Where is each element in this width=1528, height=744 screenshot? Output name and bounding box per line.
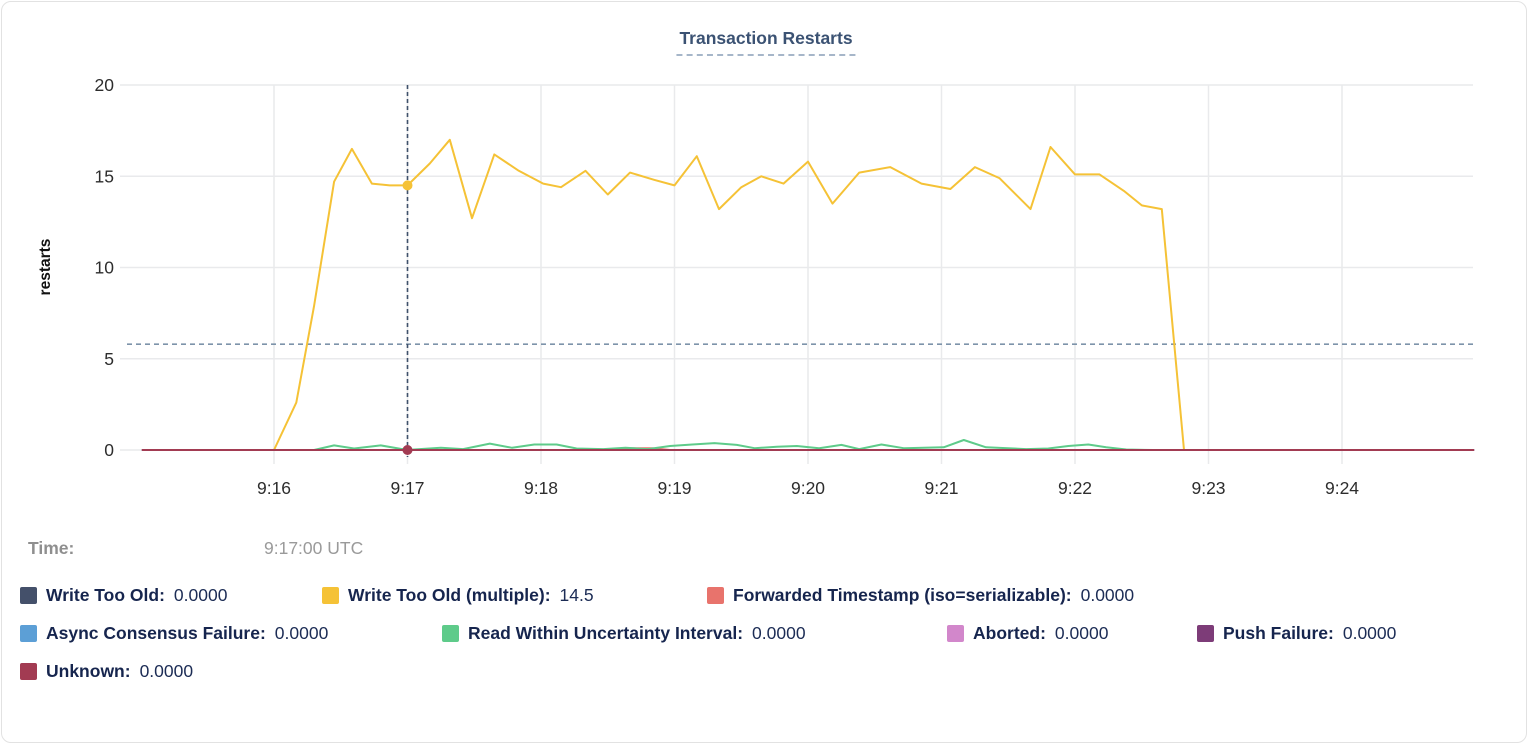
legend-item: Unknown: 0.0000 (20, 661, 193, 682)
legend-item: Push Failure: 0.0000 (1197, 623, 1396, 644)
legend-item: Read Within Uncertainty Interval: 0.0000 (442, 623, 947, 644)
legend-item: Async Consensus Failure: 0.0000 (20, 623, 442, 644)
legend-swatch (20, 587, 37, 604)
transaction-restarts-chart[interactable]: 0 5 10 15 20 9:16 9:17 9:18 9:19 9:20 9:21 9:22 9:23… (2, 2, 1527, 522)
crosshair-dot (402, 445, 413, 455)
x-tick-label: 9:21 (924, 478, 958, 498)
chart-canvas[interactable]: 0 5 10 15 20 9:16 9:17 9:18 9:19 9:20 9:21 9:22 9:23… (2, 2, 1527, 522)
x-tick-label: 9:17 (390, 478, 424, 498)
legend-item: Forwarded Timestamp (iso=serializable): 0… (707, 585, 1134, 606)
y-axis-label: restarts (37, 239, 54, 296)
legend-series-label: Write Too Old: (46, 585, 165, 605)
legend-row: Write Too Old: 0.0000 Write Too Old (multi… (20, 585, 1526, 606)
legend-series-label: Push Failure: (1223, 623, 1334, 643)
legend-series-label: Async Consensus Failure: (46, 623, 266, 643)
crosshair-dot (402, 180, 413, 191)
x-tick-label: 9:23 (1191, 478, 1225, 498)
legend-swatch (20, 663, 37, 680)
legend-swatch (442, 625, 459, 642)
legend-item: Aborted: 0.0000 (947, 623, 1197, 644)
legend-series-value: 0.0000 (1080, 585, 1135, 605)
series-line (273, 138, 1185, 451)
y-tick-label: 15 (95, 166, 114, 186)
legend-swatch (20, 625, 37, 642)
y-tick-label: 5 (104, 349, 114, 369)
legend-item: Write Too Old (multiple): 14.5 (322, 585, 707, 606)
legend-series-value: 14.5 (559, 585, 594, 605)
legend-series-label: Aborted: (973, 623, 1046, 643)
legend-series-value: 0.0000 (1054, 623, 1109, 643)
legend-swatch (322, 587, 339, 604)
legend-series-value: 0.0000 (274, 623, 329, 643)
x-tick-label: 9:20 (791, 478, 825, 498)
legend-series-label: Write Too Old (multiple): (348, 585, 551, 605)
y-tick-label: 0 (104, 440, 114, 460)
legend-series-value: 0.0000 (173, 585, 228, 605)
y-tick-label: 20 (95, 75, 115, 95)
x-tick-label: 9:24 (1325, 478, 1359, 498)
x-tick-label: 9:22 (1058, 478, 1092, 498)
legend-row: Unknown: 0.0000 (20, 661, 1526, 682)
chart-title: Transaction Restarts (676, 28, 856, 56)
legend-row: Async Consensus Failure: 0.0000 Read Withi… (20, 623, 1526, 644)
chart-legend: Write Too Old: 0.0000 Write Too Old (multi… (20, 585, 1526, 682)
legend-series-label: Unknown: (46, 661, 131, 681)
legend-series-label: Forwarded Timestamp (iso=serializable): (733, 585, 1072, 605)
time-value: 9:17:00 UTC (264, 538, 364, 558)
legend-swatch (1197, 625, 1214, 642)
legend-series-label: Read Within Uncertainty Interval: (468, 623, 744, 643)
legend-series-value: 0.0000 (752, 623, 806, 643)
legend-series-value: 0.0000 (1342, 623, 1397, 643)
legend-series-value: 0.0000 (139, 661, 194, 681)
legend-swatch (947, 625, 964, 642)
time-label: Time: (28, 538, 75, 558)
legend-item: Write Too Old: 0.0000 (20, 585, 322, 606)
x-tick-label: 9:18 (524, 478, 558, 498)
x-tick-label: 9:16 (257, 478, 291, 498)
y-tick-label: 10 (95, 258, 115, 278)
x-tick-label: 9:19 (657, 478, 691, 498)
hover-time-row: Time: 9:17:00 UTC (28, 538, 1526, 559)
legend-swatch (707, 587, 724, 604)
